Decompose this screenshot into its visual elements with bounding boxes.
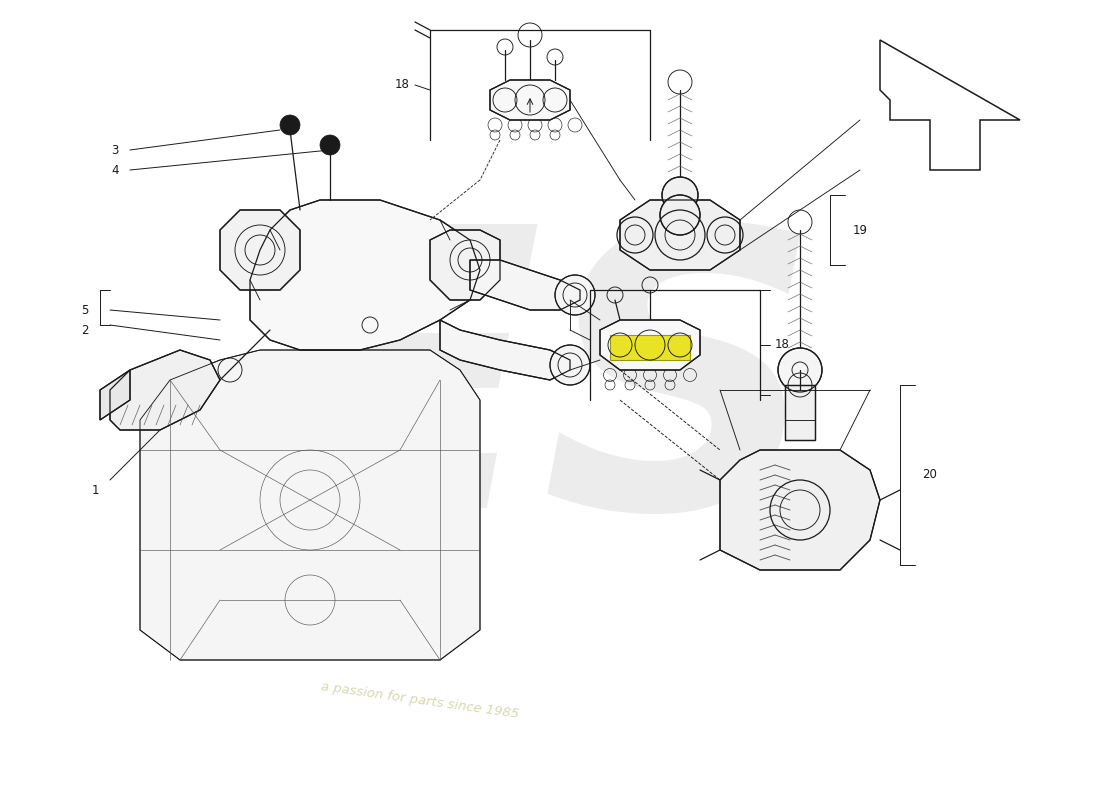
Text: 19: 19 [852,223,868,237]
Polygon shape [430,230,500,300]
Circle shape [556,275,595,315]
Text: 5: 5 [81,303,89,317]
Text: 3: 3 [111,143,119,157]
Polygon shape [250,200,480,350]
Circle shape [662,177,698,213]
Circle shape [778,348,822,392]
Polygon shape [140,350,480,660]
Polygon shape [470,260,580,310]
Text: 18: 18 [395,78,410,91]
Circle shape [280,115,300,135]
Bar [610,335,690,360]
Polygon shape [620,200,740,270]
Text: 1: 1 [91,483,99,497]
Text: 18: 18 [776,338,790,351]
Circle shape [320,135,340,155]
Text: 4: 4 [111,163,119,177]
Circle shape [550,345,590,385]
Polygon shape [720,450,880,570]
Text: 20: 20 [923,469,937,482]
Polygon shape [110,350,220,430]
Text: 2: 2 [81,323,89,337]
Polygon shape [600,320,700,370]
Bar [785,385,815,440]
Polygon shape [440,320,570,380]
Text: ES: ES [277,211,823,589]
Text: a passion for parts since 1985: a passion for parts since 1985 [320,680,520,720]
Bar [785,385,815,440]
Polygon shape [490,80,570,120]
Polygon shape [100,370,130,420]
Circle shape [660,195,700,235]
Polygon shape [220,210,300,290]
